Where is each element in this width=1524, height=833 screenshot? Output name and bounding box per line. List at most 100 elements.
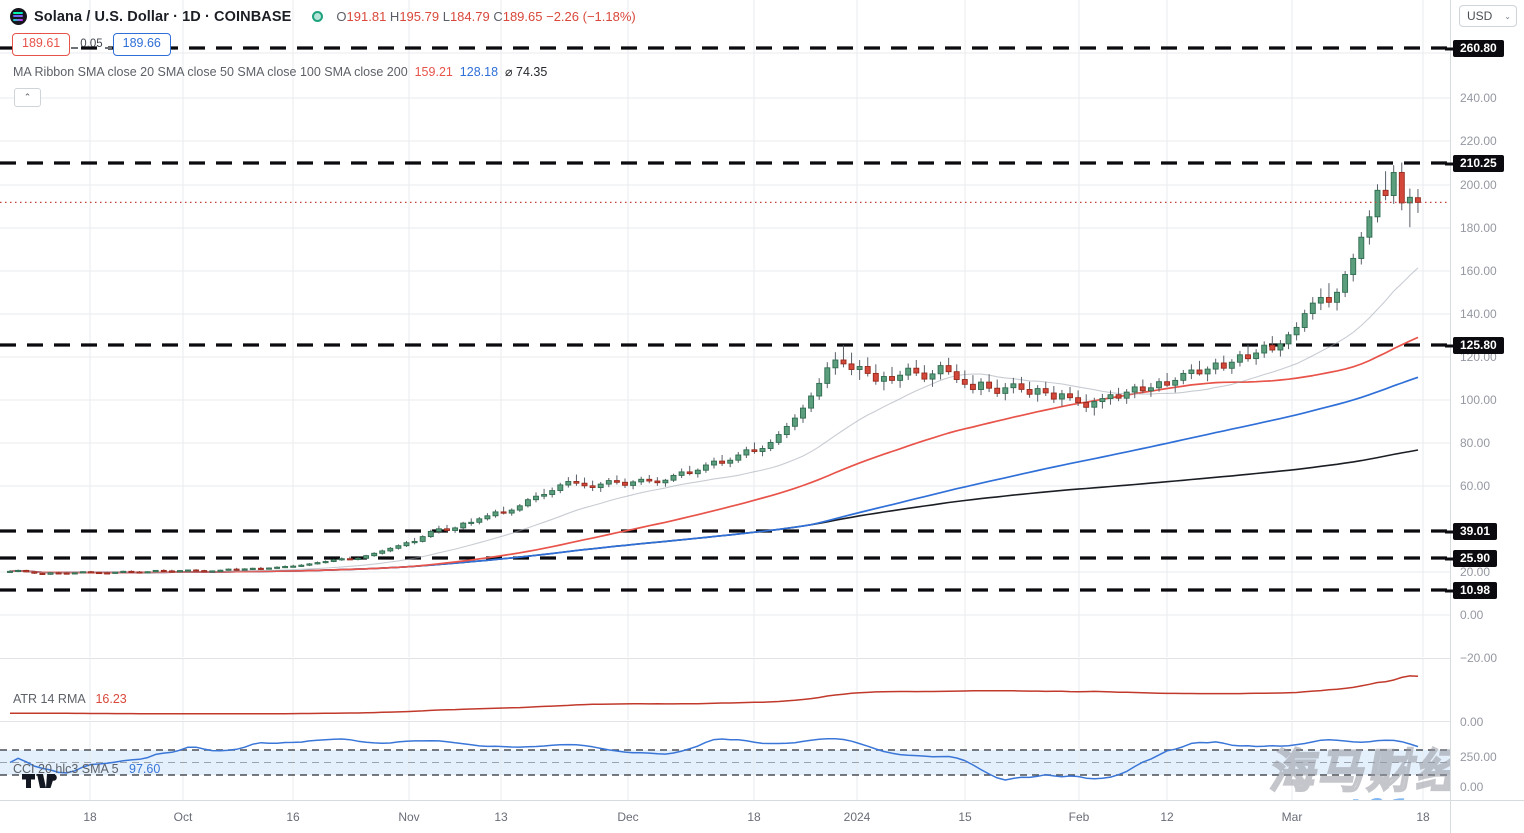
candle-body — [411, 540, 418, 544]
candle-body — [128, 570, 135, 573]
candle-body — [1091, 401, 1098, 408]
candle-body — [185, 569, 191, 572]
candle-body — [573, 481, 580, 484]
time-tick: 16 — [286, 810, 300, 824]
candle-body — [921, 372, 928, 380]
candle-body — [662, 479, 669, 484]
candle-group — [7, 162, 1421, 575]
candle-body — [1156, 381, 1162, 389]
candlestick-canvas[interactable] — [0, 0, 1450, 657]
collapse-legend-button[interactable]: ⌃ — [14, 88, 41, 107]
price-level-badge[interactable]: 10.98 — [1453, 582, 1498, 599]
price-level-badge[interactable]: 25.90 — [1453, 550, 1498, 567]
ma-ribbon-value-red: 159.21 — [414, 65, 453, 79]
candle-body — [1269, 344, 1276, 351]
ma-ribbon-avg-value: 74.35 — [516, 65, 548, 79]
cci-canvas — [0, 722, 1450, 800]
cci-line — [9, 737, 1419, 781]
tradingview-logo-icon[interactable] — [22, 768, 58, 790]
candle-body — [71, 572, 78, 575]
price-level-badge[interactable]: 125.80 — [1453, 337, 1504, 354]
candle-body — [1317, 297, 1324, 304]
candle-body — [735, 454, 742, 461]
bid-price-badge[interactable]: 189.61 — [12, 33, 71, 56]
price-scale[interactable]: USD ⌄ 260.00240.00220.00200.00180.00160.… — [1450, 0, 1524, 833]
candle-body — [694, 469, 701, 475]
candle-body — [654, 480, 661, 484]
candle-body — [686, 471, 693, 475]
candle-body — [533, 495, 539, 501]
candle-body — [136, 571, 143, 574]
candle-body — [783, 425, 790, 436]
candle-body — [1002, 387, 1009, 394]
indicator-tick: 250.00 — [1460, 750, 1497, 764]
candle-body — [249, 567, 256, 570]
time-tick: 2024 — [843, 810, 871, 824]
candle-body — [112, 571, 119, 574]
candle-body — [257, 567, 264, 570]
price-tick: 0.00 — [1460, 608, 1484, 622]
atr-line — [10, 675, 1419, 715]
candle-body — [516, 505, 523, 511]
candle-body — [47, 572, 54, 575]
price-level-badge[interactable]: 39.01 — [1453, 523, 1498, 540]
candle-body — [1067, 393, 1073, 399]
cci-legend[interactable]: CCI 20 hlc3 SMA 5 97.60 — [13, 762, 160, 776]
price-level-badge[interactable]: 260.80 — [1453, 40, 1504, 57]
time-tick: 18 — [83, 810, 97, 824]
ask-price-badge[interactable]: 189.66 — [112, 33, 171, 56]
candle-body — [363, 555, 370, 559]
page-title[interactable]: Solana / U.S. Dollar · 1D · COINBASE — [34, 8, 292, 25]
candle-body — [1212, 362, 1219, 370]
candle-body — [306, 563, 313, 566]
candle-body — [832, 359, 839, 369]
price-tick: 220.00 — [1460, 134, 1497, 148]
time-scale[interactable]: 18 Oct 16 Nov 13 Dec 18 2024 15 Feb 12 Mar 18 — [0, 800, 1450, 833]
candle-body — [476, 518, 483, 523]
time-tick: 12 — [1160, 810, 1174, 824]
candle-body — [872, 372, 879, 382]
atr-indicator-pane[interactable] — [0, 658, 1450, 720]
candle-body — [840, 359, 847, 365]
candle-body — [613, 480, 620, 483]
candle-body — [1277, 343, 1284, 351]
candle-body — [565, 481, 572, 486]
candle-body — [23, 569, 30, 573]
candle-body — [1172, 379, 1179, 386]
candle-body — [800, 407, 806, 419]
main-chart-pane[interactable] — [0, 0, 1450, 657]
candle-body — [419, 536, 426, 542]
candle-body — [670, 474, 677, 481]
candle-body — [1390, 172, 1397, 196]
solana-logo-icon — [10, 8, 27, 25]
time-tick: Mar — [1281, 810, 1303, 824]
price-tick: −20.00 — [1460, 651, 1498, 665]
candle-body — [468, 521, 475, 524]
candle-body — [880, 376, 887, 382]
ma-ribbon-name: MA Ribbon SMA close 20 SMA close 50 SMA … — [13, 65, 408, 79]
candle-body — [1374, 189, 1381, 218]
candle-body — [31, 571, 38, 574]
ma-ribbon-legend[interactable]: MA Ribbon SMA close 20 SMA close 50 SMA … — [13, 64, 547, 79]
candle-body — [638, 478, 645, 483]
candle-body — [435, 528, 442, 532]
candle-body — [816, 382, 823, 397]
price-tick: 120.00 — [1460, 350, 1497, 364]
candle-body — [209, 570, 216, 573]
currency-selector[interactable]: USD ⌄ — [1459, 5, 1517, 27]
price-tick: 160.00 — [1460, 264, 1497, 278]
time-tick: Nov — [398, 810, 420, 824]
candle-body — [387, 547, 394, 552]
candle-body — [290, 565, 297, 568]
scale-corner[interactable] — [1450, 800, 1524, 833]
atr-legend[interactable]: ATR 14 RMA 16.23 — [13, 692, 127, 706]
candle-body — [322, 561, 329, 564]
cci-indicator-pane[interactable] — [0, 721, 1450, 800]
candle-body — [986, 381, 993, 389]
ohlc-values: O191.81 H195.79 L184.79 C189.65 −2.26 (−… — [336, 9, 635, 24]
candle-body — [1123, 391, 1130, 399]
price-level-badge[interactable]: 210.25 — [1453, 155, 1504, 172]
candle-body — [79, 571, 86, 574]
candle-body — [1188, 369, 1195, 374]
cci-name: CCI 20 hlc3 SMA 5 — [13, 762, 119, 776]
